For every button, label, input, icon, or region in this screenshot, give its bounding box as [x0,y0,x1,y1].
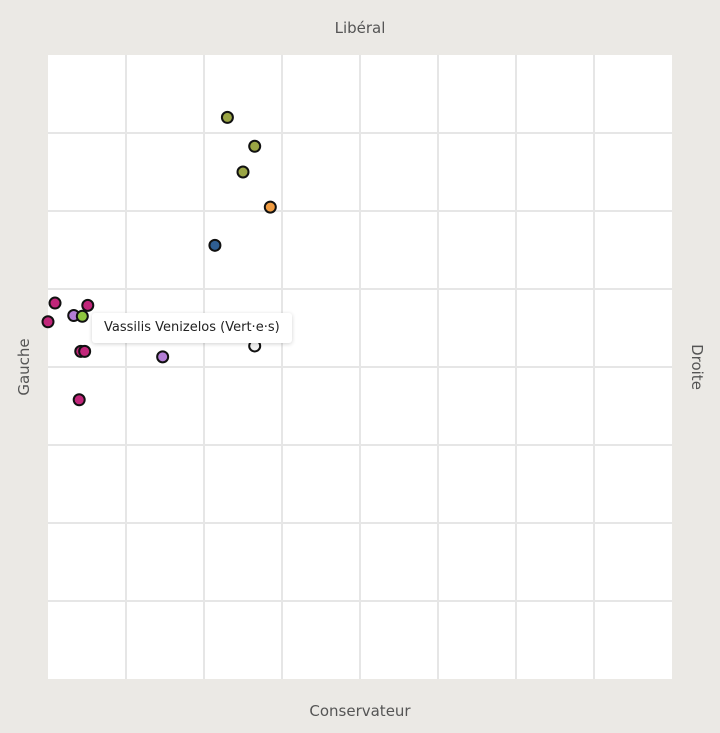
data-point[interactable] [50,298,61,309]
data-point[interactable] [79,346,90,357]
data-point[interactable] [43,316,54,327]
data-point[interactable] [157,351,168,362]
data-point[interactable] [74,394,85,405]
data-point[interactable] [77,311,88,322]
data-point[interactable] [222,112,233,123]
data-point[interactable] [209,240,220,251]
data-point[interactable] [249,141,260,152]
data-point[interactable] [82,300,93,311]
point-tooltip: Vassilis Venizelos (Vert·e·s) [92,313,292,343]
data-point[interactable] [238,167,249,178]
data-point[interactable] [265,202,276,213]
